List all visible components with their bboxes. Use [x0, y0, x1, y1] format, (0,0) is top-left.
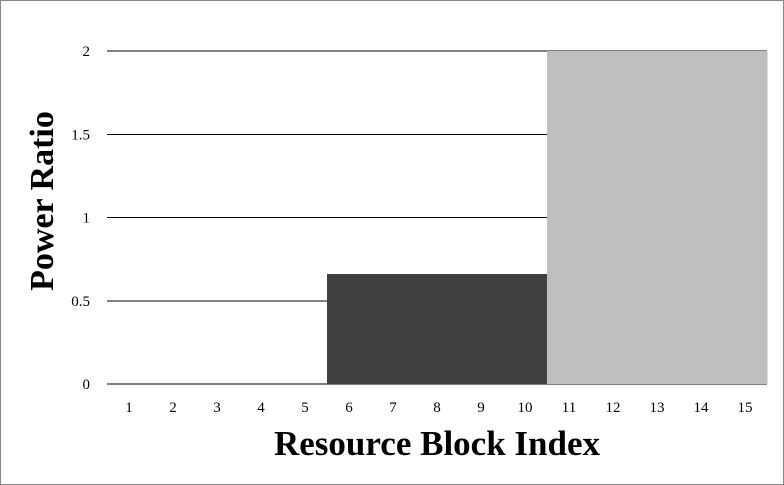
bar-14	[679, 51, 724, 384]
bar-10	[503, 274, 548, 384]
bar-15	[723, 51, 768, 384]
x-tick-label: 9	[477, 400, 485, 416]
y-tick-label: 0.5	[71, 294, 90, 310]
x-tick-label: 8	[433, 400, 441, 416]
bar-11	[547, 51, 592, 384]
x-axis-title: Resource Block Index	[274, 424, 601, 463]
x-tick-label: 5	[301, 400, 309, 416]
x-tick-label: 6	[345, 400, 353, 416]
x-tick-label: 15	[738, 400, 753, 416]
bar-7	[371, 274, 416, 384]
x-tick-labels: 1 2 3 4 5 6 7 8 9 10 11 12 13 14 15	[125, 400, 752, 416]
x-tick-label: 13	[650, 400, 665, 416]
x-tick-label: 2	[169, 400, 177, 416]
x-tick-label: 10	[518, 400, 533, 416]
x-tick-label: 7	[389, 400, 397, 416]
bars	[327, 51, 768, 384]
y-tick-labels: 0 0.5 1 1.5 2	[71, 44, 90, 393]
x-tick-label: 3	[213, 400, 221, 416]
x-tick-label: 14	[694, 400, 710, 416]
x-tick-label: 11	[562, 400, 576, 416]
x-tick-label: 4	[257, 400, 265, 416]
bar-9	[459, 274, 504, 384]
y-tick-label: 0	[83, 377, 91, 393]
x-tick-label: 12	[606, 400, 621, 416]
bar-6	[327, 274, 372, 384]
y-tick-label: 1.5	[71, 127, 90, 143]
bar-8	[415, 274, 460, 384]
bar-13	[635, 51, 680, 384]
x-tick-label: 1	[125, 400, 133, 416]
y-tick-label: 2	[83, 44, 91, 60]
y-tick-label: 1	[83, 211, 91, 227]
y-axis-title: Power Ratio	[24, 111, 61, 291]
bar-12	[591, 51, 636, 384]
